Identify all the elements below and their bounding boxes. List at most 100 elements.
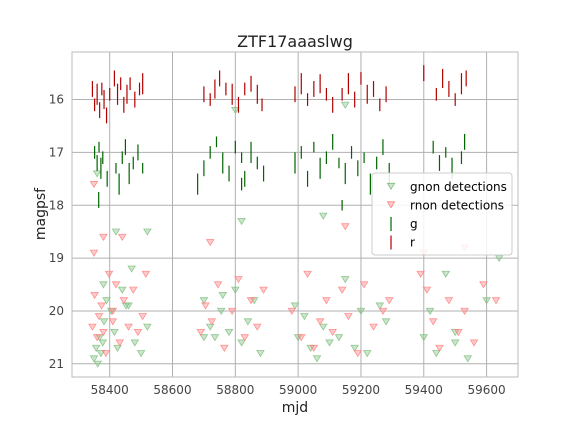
data-point (117, 233, 127, 241)
data-point (231, 107, 240, 115)
data-point (460, 307, 469, 315)
data-point (213, 281, 223, 289)
data-point (240, 334, 250, 342)
data-point (88, 323, 97, 331)
x-tick-label: 58400 (91, 383, 129, 397)
data-point (205, 323, 215, 331)
data-point (111, 228, 121, 236)
data-point (381, 318, 391, 326)
data-point (231, 286, 240, 294)
legend-label: gnon detections (410, 180, 507, 194)
data-point (463, 355, 473, 363)
data-point (325, 339, 334, 347)
y-tick-label: 21 (49, 357, 64, 371)
y-tick-label: 19 (49, 251, 64, 265)
x-tick-label: 58600 (153, 383, 191, 397)
y-tick-label: 20 (49, 304, 64, 318)
data-point (98, 339, 108, 347)
data-point (290, 302, 300, 310)
data-point (108, 318, 118, 326)
data-point (356, 307, 366, 315)
legend-box (371, 172, 513, 256)
data-point (117, 286, 127, 294)
y-axis-label: magpsf (33, 187, 49, 240)
data-point (322, 297, 331, 305)
data-point (210, 334, 220, 342)
y-tick-label: 18 (49, 198, 64, 212)
data-point (425, 307, 435, 315)
data-point (318, 323, 328, 331)
data-point (205, 239, 215, 247)
data-point (369, 323, 378, 331)
data-point (128, 286, 138, 294)
data-point (340, 276, 350, 284)
data-point (124, 302, 133, 310)
data-point (428, 318, 438, 326)
data-point (337, 286, 347, 294)
data-point (419, 334, 429, 342)
series-g (94, 133, 466, 211)
data-point (469, 339, 479, 347)
data-point (93, 360, 103, 368)
data-point (432, 350, 441, 358)
legend-label: r (410, 236, 415, 250)
legend-marker (386, 201, 396, 209)
x-axis-label: mjd (282, 400, 308, 416)
data-point (491, 297, 501, 305)
data-point (303, 270, 312, 278)
data-point (353, 350, 363, 358)
data-point (237, 218, 246, 226)
series-r (91, 65, 467, 124)
data-point (259, 286, 268, 294)
data-point (296, 334, 306, 342)
data-point (344, 313, 353, 321)
y-tick-label: 16 (49, 93, 64, 107)
legend-label: rnon detections (410, 199, 504, 213)
data-point (97, 302, 106, 310)
data-point (207, 318, 217, 326)
data-point (416, 270, 425, 278)
data-point (362, 350, 372, 358)
data-point (378, 307, 388, 315)
data-point (454, 328, 463, 337)
y-axis-ticks: 16 17 18 19 20 21 (49, 93, 64, 371)
data-point (243, 318, 253, 326)
data-point (133, 328, 143, 337)
data-point (444, 297, 454, 305)
data-point (375, 302, 385, 310)
data-point (220, 344, 229, 352)
data-point (328, 328, 338, 337)
legend-label: g (410, 217, 418, 231)
y-tick-label: 17 (49, 145, 64, 159)
legend-marker (386, 182, 396, 191)
data-point (309, 344, 319, 352)
data-point (96, 350, 106, 358)
data-point (359, 281, 369, 289)
x-axis-ticks: 58400 58600 58800 59000 59200 59400 59600 (91, 383, 506, 397)
data-point (102, 297, 111, 305)
data-point (334, 334, 344, 342)
data-point (287, 307, 297, 315)
data-point (143, 323, 152, 331)
data-point (138, 313, 147, 321)
data-point (227, 307, 237, 315)
data-point (340, 101, 350, 109)
data-point (435, 344, 444, 352)
data-point (201, 302, 210, 310)
data-point (115, 339, 125, 347)
x-tick-label: 59400 (405, 383, 443, 397)
data-point (199, 334, 209, 342)
data-point (94, 313, 104, 321)
data-point (312, 355, 322, 363)
legend: gnon detections rnon detections gr (371, 172, 513, 256)
data-point (441, 270, 451, 278)
data-point (479, 281, 488, 289)
data-point (422, 286, 432, 294)
data-point (350, 344, 359, 352)
data-point (104, 270, 114, 278)
x-tick-label: 58800 (216, 383, 254, 397)
data-point (196, 328, 206, 337)
data-point (99, 328, 108, 337)
series-gnon-detections (89, 101, 504, 368)
data-point (450, 339, 460, 347)
